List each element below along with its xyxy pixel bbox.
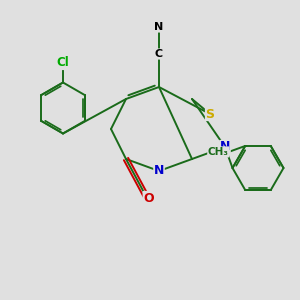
Text: O: O <box>143 191 154 205</box>
Text: Cl: Cl <box>57 56 69 70</box>
Text: S: S <box>206 107 214 121</box>
Text: N: N <box>220 140 230 154</box>
Text: C: C <box>155 49 163 59</box>
Text: CH₃: CH₃ <box>208 147 229 157</box>
Text: N: N <box>154 22 164 32</box>
Text: N: N <box>154 164 164 178</box>
